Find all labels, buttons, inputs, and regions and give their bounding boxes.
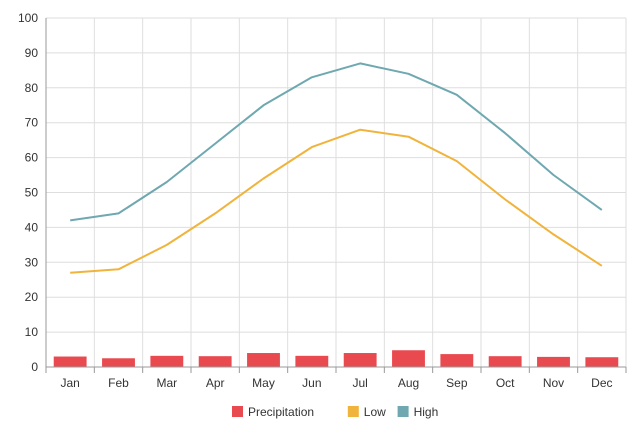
y-tick-label: 30 [25,255,39,269]
y-tick-label: 70 [25,116,39,130]
precipitation-bar[interactable] [343,353,377,367]
precipitation-bar[interactable] [53,356,87,367]
x-tick-label: Sep [446,376,468,390]
x-tick-label: Apr [206,376,225,390]
precipitation-bars [53,350,619,367]
y-tick-label: 0 [31,360,38,374]
precipitation-bar[interactable] [585,357,619,367]
legend-swatch-high[interactable] [397,406,409,417]
legend-label-low[interactable]: Low [364,405,386,419]
precipitation-bar[interactable] [488,356,522,367]
legend-swatch-precipitation[interactable] [232,406,243,417]
grid [46,17,627,367]
x-tick-label: Nov [543,376,564,390]
x-tick-label: Oct [496,376,515,390]
y-tick-label: 20 [25,290,39,304]
x-tick-label: Dec [591,376,612,390]
legend-swatch-low[interactable] [347,406,359,417]
legend-label-high[interactable]: High [414,405,439,419]
x-tick-label: Feb [108,376,129,390]
low-line[interactable] [70,128,603,274]
temperature-lines [70,62,603,274]
precipitation-bar[interactable] [440,354,474,367]
precipitation-bar[interactable] [247,353,280,367]
precipitation-bar[interactable] [198,356,232,367]
precipitation-bar[interactable] [295,355,329,367]
x-tick-label: May [252,376,275,390]
legend-label-precipitation[interactable]: Precipitation [248,405,314,419]
y-tick-label: 40 [25,220,39,234]
x-tick-label: Aug [398,376,419,390]
x-tick-label: Jul [352,376,367,390]
x-tick-label: Jun [302,376,321,390]
high-line[interactable] [70,62,603,222]
precipitation-bar[interactable] [392,350,425,367]
legend[interactable]: Precipitation Low High [232,405,438,419]
axes: 0 10 20 30 40 50 60 70 80 90 100 Jan Feb Mar Apr May Jun… [18,11,627,390]
precipitation-bar[interactable] [150,355,184,367]
precipitation-bar[interactable] [537,356,570,367]
precipitation-bar[interactable] [102,358,135,367]
y-tick-label: 50 [25,186,39,200]
x-tick-label: Mar [156,376,177,390]
y-tick-label: 100 [18,11,38,25]
y-tick-label: 90 [25,46,39,60]
y-tick-label: 60 [25,151,39,165]
x-tick-label: Jan [60,376,79,390]
y-tick-label: 10 [25,325,39,339]
y-tick-label: 80 [25,81,39,95]
